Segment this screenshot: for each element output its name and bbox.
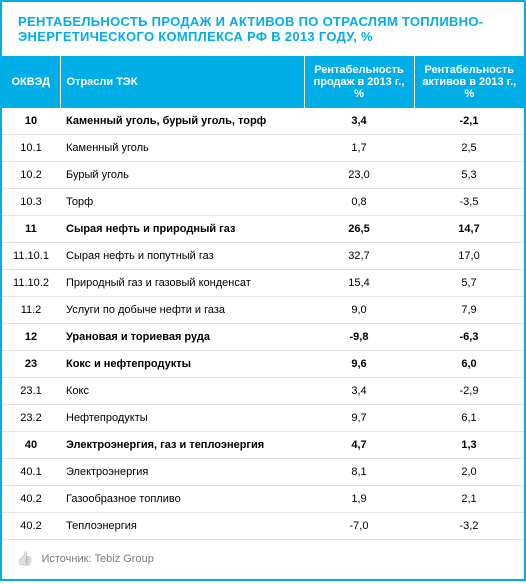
cell-name: Сырая нефть и попутный газ	[60, 243, 304, 270]
header-industry: Отрасли ТЭК	[60, 56, 304, 108]
page-title: РЕНТАБЕЛЬНОСТЬ ПРОДАЖ И АКТИВОВ ПО ОТРАС…	[2, 2, 524, 56]
thumb-up-icon: 👍	[16, 550, 33, 567]
cell-name: Кокс	[60, 378, 304, 405]
cell-sales: 1,7	[304, 135, 414, 162]
card: РЕНТАБЕЛЬНОСТЬ ПРОДАЖ И АКТИВОВ ПО ОТРАС…	[0, 0, 526, 581]
cell-assets: -3,2	[414, 513, 524, 540]
cell-assets: 5,7	[414, 270, 524, 297]
cell-assets: 2,1	[414, 486, 524, 513]
cell-code: 40	[2, 432, 60, 459]
cell-code: 11.2	[2, 297, 60, 324]
cell-name: Электроэнергия	[60, 459, 304, 486]
cell-code: 23.1	[2, 378, 60, 405]
cell-code: 10.1	[2, 135, 60, 162]
cell-sales: 1,9	[304, 486, 414, 513]
table-row: 10Каменный уголь, бурый уголь, торф3,4-2…	[2, 108, 524, 135]
cell-code: 12	[2, 324, 60, 351]
cell-sales: 8,1	[304, 459, 414, 486]
header-asset-profit: Рентабельность активов в 2013 г., %	[414, 56, 524, 108]
cell-assets: -3,5	[414, 189, 524, 216]
table-row: 23Кокс и нефтепродукты9,66,0	[2, 351, 524, 378]
cell-name: Газообразное топливо	[60, 486, 304, 513]
source-text: Источник: Tebiz Group	[41, 553, 153, 565]
source-footer: 👍 Источник: Tebiz Group	[2, 540, 524, 579]
cell-name: Электроэнергия, газ и теплоэнергия	[60, 432, 304, 459]
cell-name: Каменный уголь, бурый уголь, торф	[60, 108, 304, 135]
cell-sales: 4,7	[304, 432, 414, 459]
cell-code: 40.1	[2, 459, 60, 486]
cell-sales: 15,4	[304, 270, 414, 297]
table-row: 23.2Нефтепродукты9,76,1	[2, 405, 524, 432]
table-row: 10.3Торф0,8-3,5	[2, 189, 524, 216]
cell-sales: 3,4	[304, 378, 414, 405]
cell-code: 23.2	[2, 405, 60, 432]
cell-name: Нефтепродукты	[60, 405, 304, 432]
cell-code: 11	[2, 216, 60, 243]
cell-sales: -9,8	[304, 324, 414, 351]
table-row: 10.1Каменный уголь1,72,5	[2, 135, 524, 162]
table-row: 12Урановая и ториевая руда-9,8-6,3	[2, 324, 524, 351]
cell-assets: 6,0	[414, 351, 524, 378]
cell-code: 11.10.2	[2, 270, 60, 297]
table-body: 10Каменный уголь, бурый уголь, торф3,4-2…	[2, 108, 524, 540]
cell-assets: 2,5	[414, 135, 524, 162]
cell-sales: 3,4	[304, 108, 414, 135]
cell-code: 11.10.1	[2, 243, 60, 270]
header-sales-profit: Рентабельность продаж в 2013 г., %	[304, 56, 414, 108]
table-row: 40.2Теплоэнергия-7,0-3,2	[2, 513, 524, 540]
cell-code: 10	[2, 108, 60, 135]
cell-sales: 23,0	[304, 162, 414, 189]
cell-code: 23	[2, 351, 60, 378]
cell-code: 40.2	[2, 513, 60, 540]
cell-assets: -2,1	[414, 108, 524, 135]
table-row: 10.2Бурый уголь23,05,3	[2, 162, 524, 189]
table-header: ОКВЭД Отрасли ТЭК Рентабельность продаж …	[2, 56, 524, 108]
table-row: 11.10.1Сырая нефть и попутный газ32,717,…	[2, 243, 524, 270]
table-row: 11.2Услуги по добыче нефти и газа9,07,9	[2, 297, 524, 324]
cell-sales: -7,0	[304, 513, 414, 540]
table-row: 11Сырая нефть и природный газ26,514,7	[2, 216, 524, 243]
cell-assets: 6,1	[414, 405, 524, 432]
cell-name: Каменный уголь	[60, 135, 304, 162]
cell-name: Сырая нефть и природный газ	[60, 216, 304, 243]
table-row: 11.10.2Природный газ и газовый конденсат…	[2, 270, 524, 297]
cell-sales: 32,7	[304, 243, 414, 270]
cell-assets: 7,9	[414, 297, 524, 324]
cell-code: 10.2	[2, 162, 60, 189]
cell-name: Теплоэнергия	[60, 513, 304, 540]
table-row: 40.2Газообразное топливо1,92,1	[2, 486, 524, 513]
cell-assets: 2,0	[414, 459, 524, 486]
cell-assets: -6,3	[414, 324, 524, 351]
cell-sales: 9,0	[304, 297, 414, 324]
cell-name: Бурый уголь	[60, 162, 304, 189]
table-row: 40.1Электроэнергия8,12,0	[2, 459, 524, 486]
header-okved: ОКВЭД	[2, 56, 60, 108]
cell-sales: 9,6	[304, 351, 414, 378]
cell-name: Кокс и нефтепродукты	[60, 351, 304, 378]
cell-assets: 1,3	[414, 432, 524, 459]
cell-code: 10.3	[2, 189, 60, 216]
cell-assets: 5,3	[414, 162, 524, 189]
profitability-table: ОКВЭД Отрасли ТЭК Рентабельность продаж …	[2, 56, 524, 540]
table-row: 40Электроэнергия, газ и теплоэнергия4,71…	[2, 432, 524, 459]
cell-sales: 0,8	[304, 189, 414, 216]
cell-assets: -2,9	[414, 378, 524, 405]
cell-assets: 17,0	[414, 243, 524, 270]
cell-code: 40.2	[2, 486, 60, 513]
cell-sales: 9,7	[304, 405, 414, 432]
cell-name: Урановая и ториевая руда	[60, 324, 304, 351]
cell-sales: 26,5	[304, 216, 414, 243]
cell-name: Природный газ и газовый конденсат	[60, 270, 304, 297]
cell-assets: 14,7	[414, 216, 524, 243]
table-row: 23.1Кокс3,4-2,9	[2, 378, 524, 405]
cell-name: Услуги по добыче нефти и газа	[60, 297, 304, 324]
cell-name: Торф	[60, 189, 304, 216]
